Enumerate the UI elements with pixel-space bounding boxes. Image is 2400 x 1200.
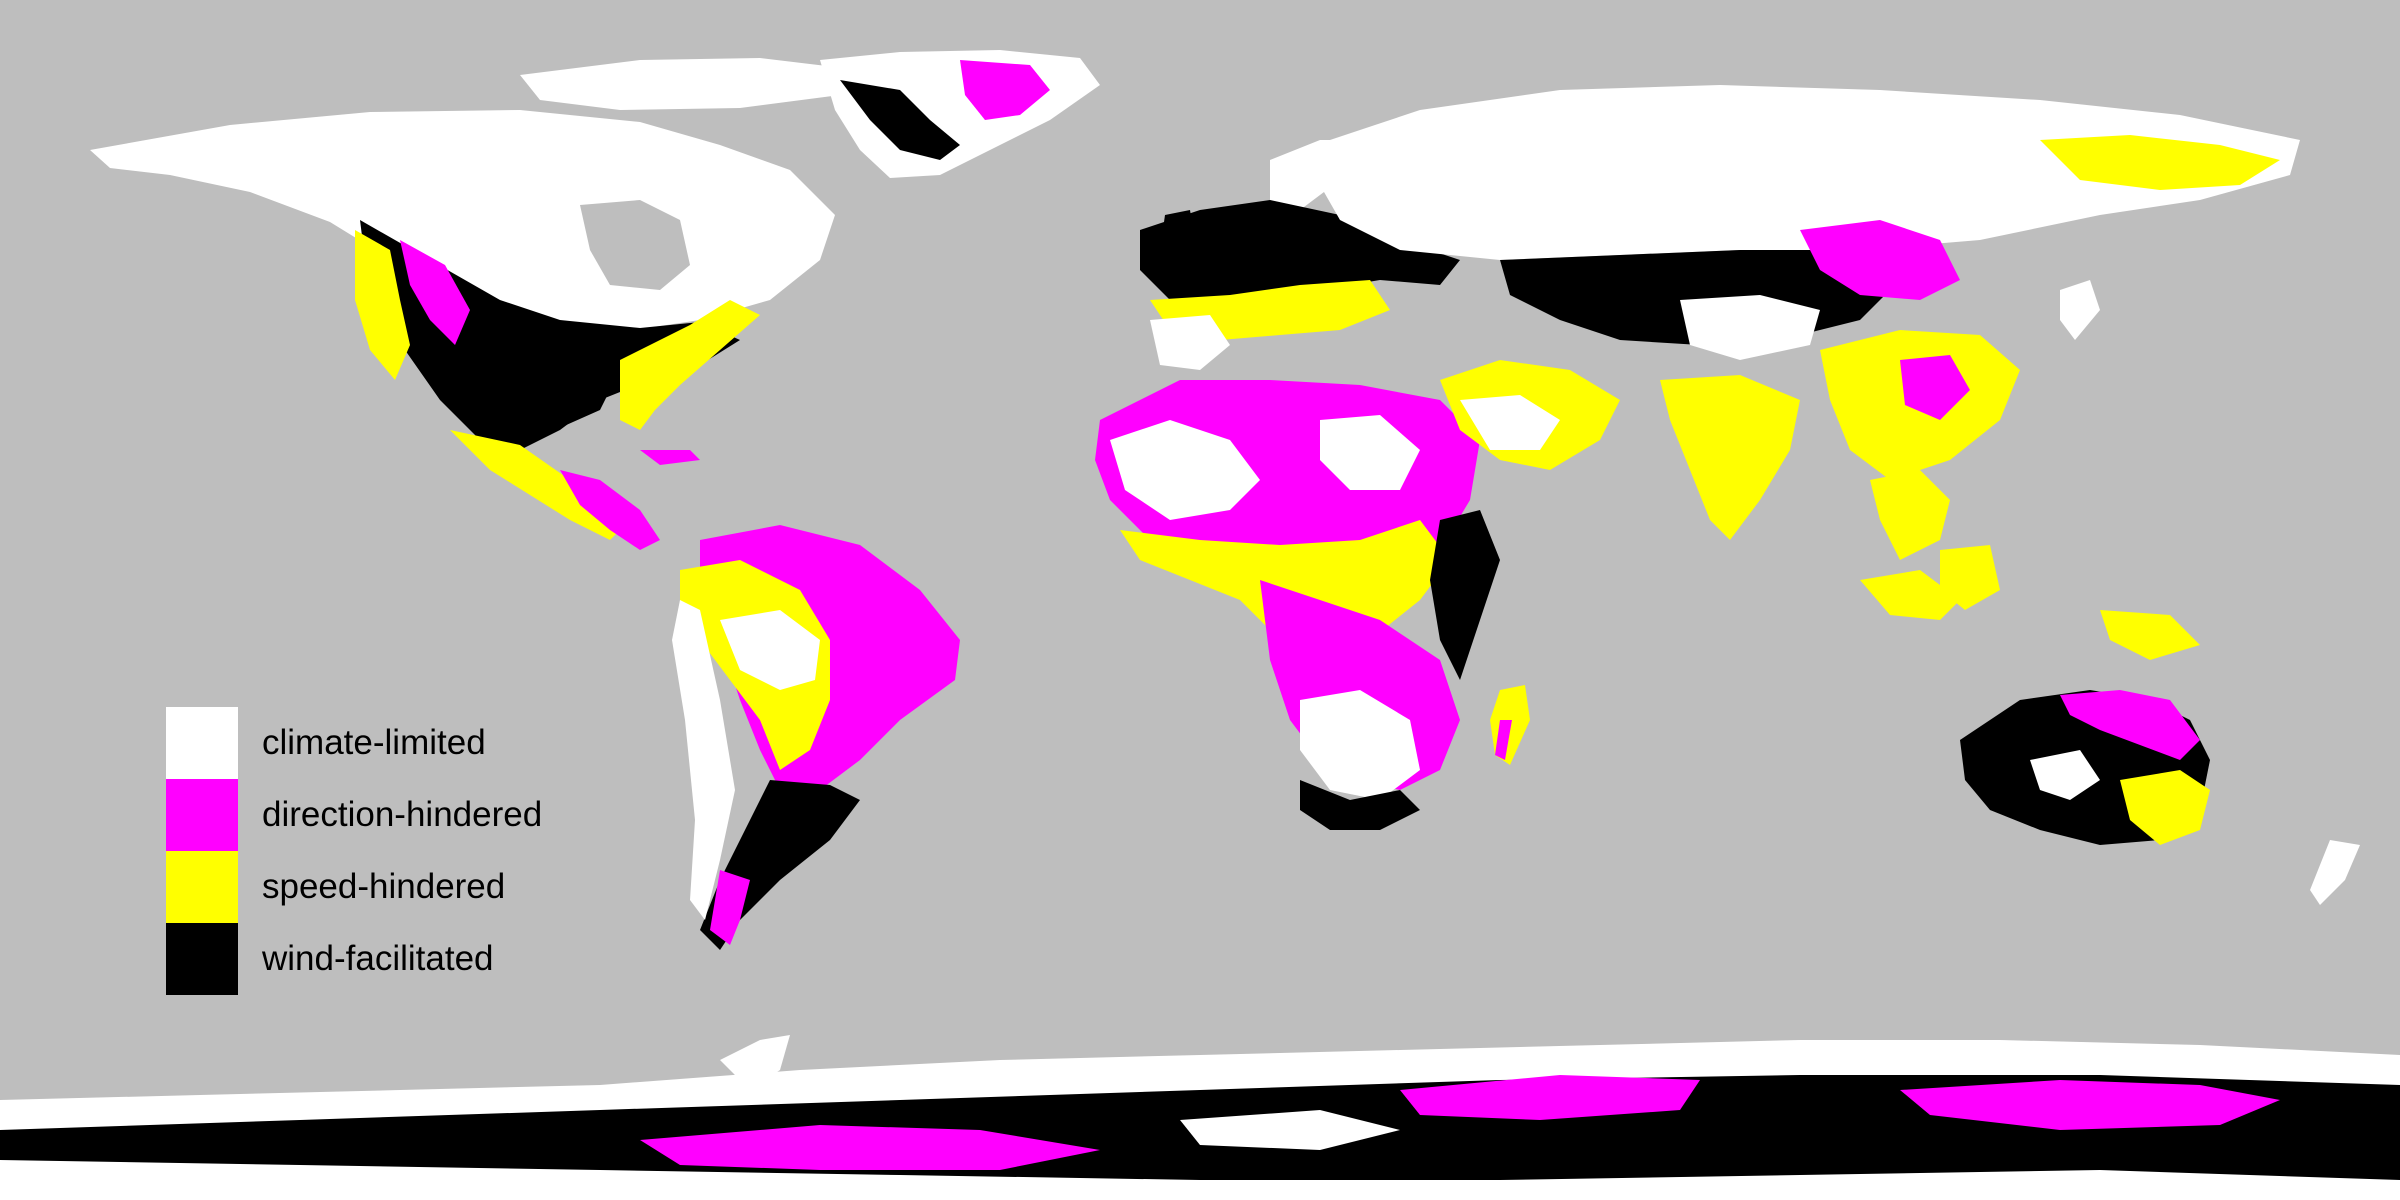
new-guinea-speed-hindered bbox=[2100, 610, 2200, 660]
north-america-speed-hindered-east bbox=[620, 300, 760, 430]
legend-item-speed-hindered: speed-hindered bbox=[166, 851, 586, 923]
tibet-climate-limited bbox=[1680, 295, 1820, 360]
region-antarctica bbox=[0, 1035, 2400, 1200]
legend-swatch-climate-limited bbox=[166, 707, 238, 779]
mexico-speed-hindered bbox=[450, 430, 630, 540]
region-asia bbox=[1300, 85, 2300, 560]
legend-swatch-speed-hindered bbox=[166, 851, 238, 923]
southern-africa-climate-limited bbox=[1300, 690, 1420, 800]
southern-africa-wind-facilitated bbox=[1300, 780, 1420, 830]
greenland-climate-limited bbox=[820, 50, 1100, 178]
legend: climate-limited direction-hindered speed… bbox=[166, 707, 586, 997]
antarctic-peninsula bbox=[720, 1035, 790, 1090]
region-oceania bbox=[1860, 545, 2360, 905]
iberia-climate-limited bbox=[1150, 315, 1230, 370]
japan-islands bbox=[2060, 280, 2100, 340]
antarctica-direction-hindered-3 bbox=[1900, 1080, 2280, 1130]
madagascar-direction-hindered bbox=[1495, 720, 1512, 760]
northeast-asia-speed-hindered bbox=[2040, 135, 2280, 190]
arabia-climate-limited bbox=[1460, 395, 1560, 450]
sahara-climate-limited-east bbox=[1320, 415, 1420, 490]
mongolia-direction-hindered bbox=[1800, 220, 1960, 300]
greenland-direction-hindered bbox=[960, 60, 1050, 120]
andes-climate-limited bbox=[672, 600, 735, 920]
amazon-climate-limited bbox=[720, 610, 820, 690]
legend-swatch-direction-hindered bbox=[166, 779, 238, 851]
europe-wind-facilitated bbox=[1140, 200, 1460, 310]
north-america-direction-hindered bbox=[400, 240, 470, 345]
australia-speed-hindered bbox=[2120, 770, 2210, 845]
patagonia-direction-hindered bbox=[710, 870, 750, 945]
india-speed-hindered bbox=[1660, 375, 1800, 540]
legend-label-climate-limited: climate-limited bbox=[262, 723, 486, 762]
legend-item-climate-limited: climate-limited bbox=[166, 707, 586, 779]
borneo-speed-hindered bbox=[1940, 545, 2000, 610]
legend-item-wind-facilitated: wind-facilitated bbox=[166, 923, 586, 995]
legend-item-direction-hindered: direction-hindered bbox=[166, 779, 586, 851]
north-america-speed-hindered-west bbox=[355, 230, 410, 380]
antarctica-climate-limited-patch bbox=[1180, 1110, 1400, 1150]
gulf-coast-wind-facilitated bbox=[500, 345, 620, 430]
sahara-climate-limited bbox=[1110, 420, 1260, 520]
central-america-direction-hindered bbox=[560, 470, 660, 550]
siberia-climate-limited bbox=[1300, 85, 2300, 260]
british-isles-wind-facilitated bbox=[1160, 210, 1195, 260]
new-zealand-climate-limited bbox=[2310, 840, 2360, 905]
legend-label-direction-hindered: direction-hindered bbox=[262, 795, 543, 834]
legend-swatch-wind-facilitated bbox=[166, 923, 238, 995]
australia-direction-hindered bbox=[2060, 690, 2200, 760]
region-greenland bbox=[820, 50, 1100, 178]
indonesia-speed-hindered bbox=[1860, 570, 1960, 620]
east-asia-direction-hindered bbox=[1900, 355, 1970, 420]
region-north-america bbox=[90, 58, 860, 550]
arctic-islands-climate-limited bbox=[520, 58, 860, 110]
legend-label-speed-hindered: speed-hindered bbox=[262, 867, 506, 906]
southeast-asia-speed-hindered bbox=[1870, 470, 1950, 560]
australia-climate-limited bbox=[2030, 750, 2100, 800]
caribbean-islands bbox=[640, 450, 700, 465]
greenland-wind-facilitated bbox=[840, 80, 960, 160]
antarctica-direction-hindered-2 bbox=[1400, 1075, 1700, 1120]
region-south-america bbox=[672, 525, 960, 950]
region-africa bbox=[1095, 380, 1530, 830]
antarctica-direction-hindered-1 bbox=[640, 1125, 1100, 1170]
east-africa-wind-facilitated bbox=[1430, 510, 1500, 680]
legend-label-wind-facilitated: wind-facilitated bbox=[262, 939, 494, 978]
north-america-wind-facilitated bbox=[360, 220, 740, 450]
hudson-bay-water bbox=[580, 200, 690, 290]
